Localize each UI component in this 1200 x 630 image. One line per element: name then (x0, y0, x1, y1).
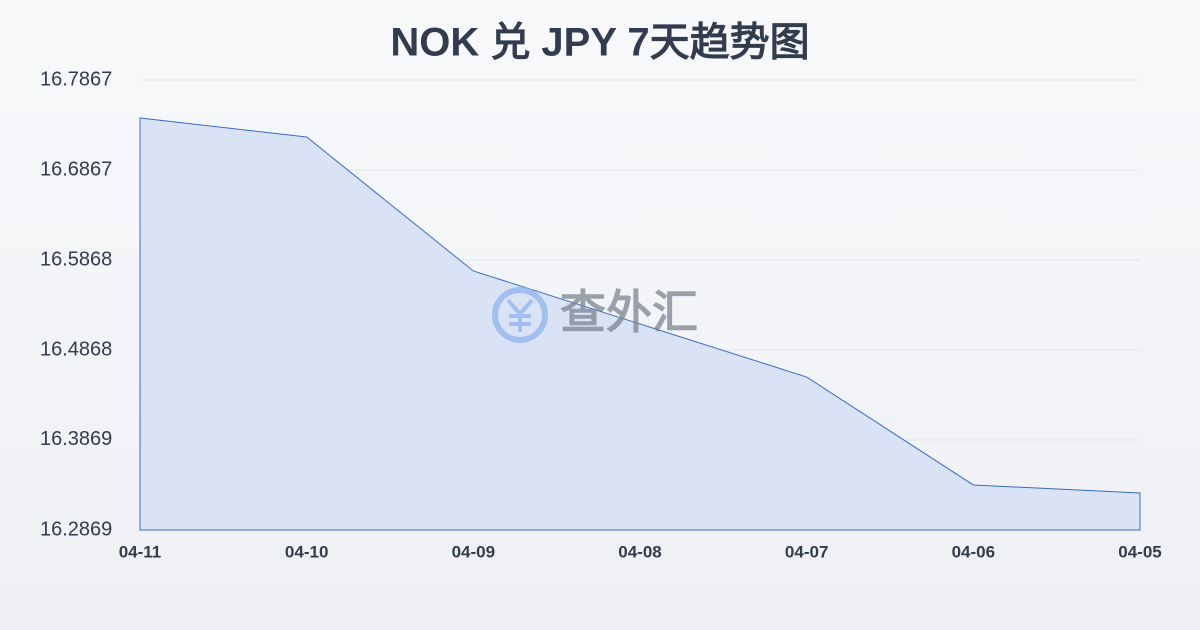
x-tick-label: 04-05 (1118, 542, 1161, 561)
x-tick-label: 04-06 (952, 542, 995, 561)
watermark: 查外汇 (492, 286, 698, 343)
y-tick-label: 16.2869 (40, 518, 112, 540)
x-tick-label: 04-09 (452, 542, 495, 561)
x-tick-label: 04-08 (618, 542, 661, 561)
chart-title: NOK 兑 JPY 7天趋势图 (390, 21, 809, 65)
y-tick-label: 16.3869 (40, 428, 112, 450)
y-tick-label: 16.4868 (40, 338, 112, 360)
y-tick-label: 16.6867 (40, 158, 112, 180)
watermark-icon (506, 298, 534, 332)
plot: 16.2869 16.3869 16.4868 16.5868 16.6867 16.78… (40, 68, 1162, 561)
x-tick-label: 04-10 (285, 542, 328, 561)
watermark-text: 查外汇 (560, 286, 698, 338)
area (139, 117, 1141, 531)
x-tick-label: 04-07 (785, 542, 828, 561)
y-tick-label: 16.5868 (40, 248, 112, 270)
x-tick-label: 04-11 (119, 542, 162, 561)
y-tick-label: 16.7867 (40, 68, 112, 90)
watermark-icon (492, 287, 548, 343)
